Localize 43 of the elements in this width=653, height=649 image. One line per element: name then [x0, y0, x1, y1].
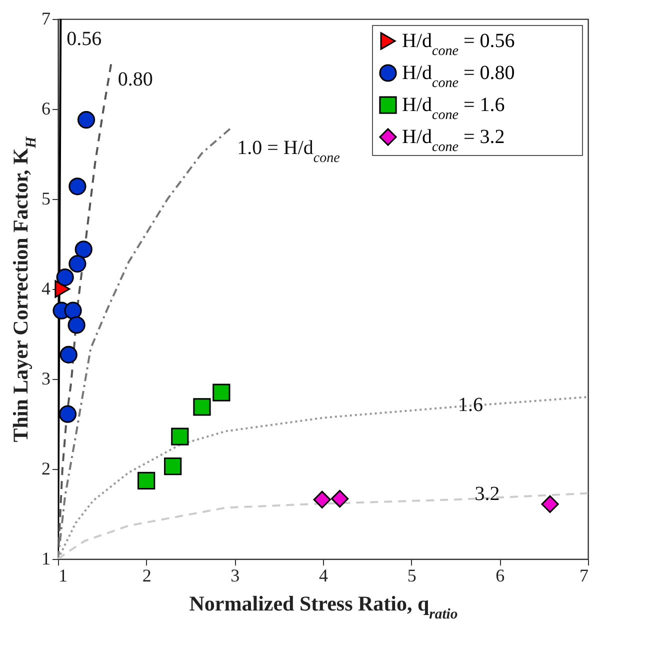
point — [171, 428, 189, 446]
legend-label: H/d$_{cone}$ = 0.56 — [402, 30, 515, 58]
y-tick-label: 2 — [42, 458, 50, 478]
annotation: 0.56 — [66, 28, 102, 50]
y-tick-label: 7 — [42, 8, 50, 28]
x-tick-label: 2 — [142, 566, 152, 586]
y-tick-label: 3 — [42, 368, 50, 388]
point — [138, 472, 156, 490]
line-series — [58, 126, 232, 559]
point — [58, 405, 77, 423]
x-axis-title: Normalized Stress Ratio, q$_{ratio}$ — [189, 592, 458, 622]
point — [64, 302, 82, 320]
point — [68, 316, 86, 334]
point — [164, 457, 182, 476]
annotation: 3.2 — [474, 483, 500, 506]
point — [68, 178, 86, 196]
annotation: 1.6 — [458, 394, 484, 416]
point — [212, 384, 230, 402]
y-tick-label: 1 — [42, 548, 50, 568]
x-tick-label: 6 — [496, 566, 505, 586]
point — [68, 255, 86, 273]
point — [56, 268, 74, 286]
point — [193, 398, 211, 416]
y-tick-label: 5 — [42, 188, 50, 208]
point — [74, 240, 92, 258]
x-tick-label: 7 — [580, 566, 588, 586]
point — [60, 346, 78, 364]
point — [541, 495, 559, 513]
legend-label: H/d$_{cone}$ = 1.6 — [402, 94, 505, 122]
annotation: 0.80 — [118, 68, 153, 90]
y-tick-label: 4 — [42, 278, 50, 298]
point — [330, 490, 349, 508]
point — [77, 111, 96, 129]
legend-label: H/d$_{cone}$ = 3.2 — [402, 126, 505, 154]
x-tick-label: 3 — [230, 566, 240, 586]
x-tick-label: 5 — [407, 566, 416, 586]
point — [54, 280, 70, 298]
x-tick-label: 1 — [58, 566, 68, 586]
x-tick-label: 4 — [319, 566, 328, 586]
legend-label: H/d$_{cone}$ = 0.80 — [402, 62, 515, 90]
y-tick-label: 6 — [42, 98, 50, 118]
annotation: 1.0 = H/d$_{cone}$ — [237, 136, 340, 166]
point — [313, 490, 331, 508]
